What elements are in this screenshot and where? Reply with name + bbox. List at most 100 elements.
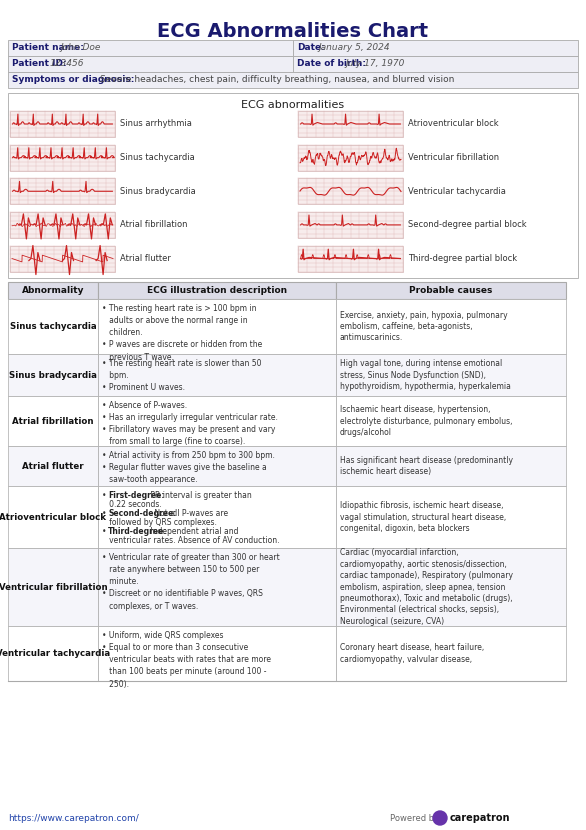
Text: Independent atrial and: Independent atrial and — [148, 527, 239, 536]
Text: https://www.carepatron.com/: https://www.carepatron.com/ — [8, 813, 139, 823]
Bar — [10, 246, 115, 271]
Text: Atrial fibrillation: Atrial fibrillation — [120, 221, 188, 229]
Bar — [298, 212, 403, 238]
Bar — [8, 299, 98, 354]
Bar — [336, 282, 566, 299]
Text: • The resting heart rate is > 100 bpm in
   adults or above the normal range in
: • The resting heart rate is > 100 bpm in… — [102, 304, 263, 362]
Text: • Uniform, wide QRS complexes
• Equal to or more than 3 consecutive
   ventricul: • Uniform, wide QRS complexes • Equal to… — [102, 631, 271, 689]
Bar — [98, 282, 336, 299]
Text: ECG Abnormalities Chart: ECG Abnormalities Chart — [158, 22, 428, 41]
Text: Probable causes: Probable causes — [409, 286, 493, 295]
Text: Ventricular tachycardia: Ventricular tachycardia — [408, 187, 506, 196]
Bar — [8, 40, 293, 56]
Text: Not all P-waves are: Not all P-waves are — [152, 509, 228, 518]
Text: Sinus tachycardia: Sinus tachycardia — [10, 322, 96, 331]
Text: Sinus bradycardia: Sinus bradycardia — [9, 370, 97, 379]
Text: ECG illustration description: ECG illustration description — [147, 286, 287, 295]
Text: Severe headaches, chest pain, difficulty breathing, nausea, and blurred vision: Severe headaches, chest pain, difficulty… — [100, 76, 454, 85]
Text: Patient ID:: Patient ID: — [12, 60, 67, 69]
Bar — [293, 40, 578, 56]
Text: Symptoms or diagnosis:: Symptoms or diagnosis: — [12, 76, 134, 85]
Bar — [10, 178, 115, 204]
Text: Patient name:: Patient name: — [12, 43, 84, 52]
Text: PR interval is greater than: PR interval is greater than — [148, 491, 252, 500]
Text: Atrial flutter: Atrial flutter — [120, 254, 171, 263]
Bar — [298, 111, 403, 137]
Text: Sinus bradycardia: Sinus bradycardia — [120, 187, 196, 196]
Bar — [336, 486, 566, 548]
Bar — [8, 282, 98, 299]
Bar — [8, 72, 578, 88]
Text: ventricular rates. Absence of AV conduction.: ventricular rates. Absence of AV conduct… — [102, 536, 280, 545]
Text: • The resting heart rate is slower than 50
   bpm.
• Prominent U waves.: • The resting heart rate is slower than … — [102, 359, 261, 393]
Bar — [98, 626, 336, 681]
Text: Sinus tachycardia: Sinus tachycardia — [120, 154, 195, 162]
Text: Second-degree:: Second-degree: — [108, 509, 176, 518]
Text: 123456: 123456 — [50, 60, 84, 69]
Circle shape — [433, 811, 447, 825]
Text: Cardiac (myocardial infarction,
cardiomyopathy, aortic stenosis/dissection,
card: Cardiac (myocardial infarction, cardiomy… — [340, 548, 513, 626]
Text: carepatron: carepatron — [450, 813, 510, 823]
Text: Second-degree partial block: Second-degree partial block — [408, 221, 527, 229]
Bar — [8, 486, 98, 548]
Text: ECG abnormalities: ECG abnormalities — [241, 100, 345, 110]
Text: Atrioventricular block: Atrioventricular block — [0, 512, 107, 521]
Bar — [98, 354, 336, 396]
Text: Date:: Date: — [297, 43, 325, 52]
Bar — [98, 396, 336, 446]
Text: January 5, 2024: January 5, 2024 — [318, 43, 390, 52]
Bar — [10, 111, 115, 137]
Bar — [8, 93, 578, 278]
Text: High vagal tone, during intense emotional
stress, Sinus Node Dysfunction (SND),
: High vagal tone, during intense emotiona… — [340, 359, 511, 391]
Bar — [298, 178, 403, 204]
Text: Abnormality: Abnormality — [22, 286, 84, 295]
Text: Third-degree:: Third-degree: — [108, 527, 168, 536]
Text: followed by QRS complexes.: followed by QRS complexes. — [102, 518, 217, 527]
Bar — [98, 548, 336, 626]
Text: John Doe: John Doe — [60, 43, 100, 52]
Text: Atrial flutter: Atrial flutter — [22, 461, 84, 471]
Bar — [10, 212, 115, 238]
Text: •: • — [102, 491, 109, 500]
Bar — [8, 396, 98, 446]
Text: Date of birth:: Date of birth: — [297, 60, 366, 69]
Text: 0.22 seconds.: 0.22 seconds. — [102, 500, 162, 509]
Text: •: • — [102, 527, 109, 536]
Text: First-degree:: First-degree: — [108, 491, 165, 500]
Bar — [10, 144, 115, 171]
Text: Ischaemic heart disease, hypertension,
electrolyte disturbance, pulmonary embolu: Ischaemic heart disease, hypertension, e… — [340, 405, 513, 437]
Bar — [298, 144, 403, 171]
Bar — [298, 246, 403, 271]
Text: Ventricular tachycardia: Ventricular tachycardia — [0, 649, 110, 658]
Text: Has significant heart disease (predominantly
ischemic heart disease): Has significant heart disease (predomina… — [340, 456, 513, 476]
Text: Exercise, anxiety, pain, hypoxia, pulmonary
embolism, caffeine, beta-agonists,
a: Exercise, anxiety, pain, hypoxia, pulmon… — [340, 310, 507, 343]
Text: July 17, 1970: July 17, 1970 — [345, 60, 404, 69]
Bar — [8, 354, 98, 396]
Text: Sinus arrhythmia: Sinus arrhythmia — [120, 120, 192, 129]
Text: Powered by: Powered by — [390, 813, 439, 823]
Text: • Ventricular rate of greater than 300 or heart
   rate anywhere between 150 to : • Ventricular rate of greater than 300 o… — [102, 553, 280, 611]
Bar — [293, 56, 578, 72]
Text: • Absence of P-waves.
• Has an irregularly irregular ventricular rate.
• Fibrill: • Absence of P-waves. • Has an irregular… — [102, 401, 278, 447]
Text: Atrial fibrillation: Atrial fibrillation — [12, 417, 94, 426]
Bar — [336, 446, 566, 486]
Text: Third-degree partial block: Third-degree partial block — [408, 254, 517, 263]
Bar — [8, 56, 293, 72]
Bar — [98, 446, 336, 486]
Text: • Atrial activity is from 250 bpm to 300 bpm.
• Regular flutter waves give the b: • Atrial activity is from 250 bpm to 300… — [102, 451, 275, 484]
Bar — [336, 548, 566, 626]
Text: Ventricular fibrillation: Ventricular fibrillation — [0, 583, 107, 592]
Bar — [336, 354, 566, 396]
Text: Coronary heart disease, heart failure,
cardiomyopathy, valvular disease,: Coronary heart disease, heart failure, c… — [340, 643, 484, 664]
Text: Atrioventricular block: Atrioventricular block — [408, 120, 499, 129]
Bar — [336, 396, 566, 446]
Bar — [8, 446, 98, 486]
Bar — [98, 299, 336, 354]
Bar — [336, 626, 566, 681]
Bar — [8, 548, 98, 626]
Bar — [98, 486, 336, 548]
Text: Idiopathic fibrosis, ischemic heart disease,
vagal stimulation, structural heart: Idiopathic fibrosis, ischemic heart dise… — [340, 501, 506, 533]
Text: Ventricular fibrillation: Ventricular fibrillation — [408, 154, 499, 162]
Bar — [8, 626, 98, 681]
Text: •: • — [102, 509, 109, 518]
